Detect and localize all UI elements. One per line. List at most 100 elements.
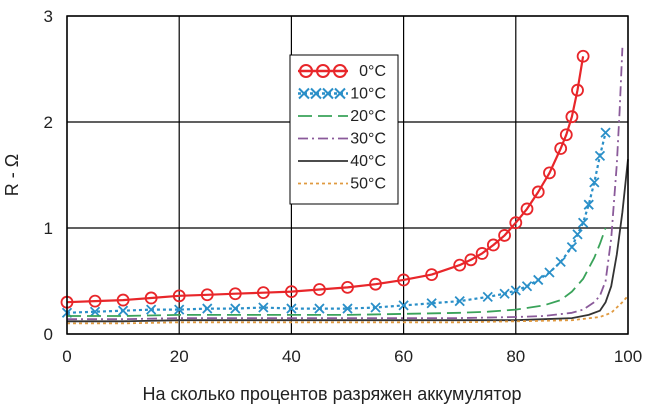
legend-marker [333, 64, 347, 78]
data-point [314, 303, 325, 314]
data-point [453, 258, 467, 272]
legend-marker [334, 87, 346, 100]
data-point [230, 303, 241, 314]
data-point [486, 238, 500, 252]
data-point [498, 229, 511, 242]
data-point [583, 199, 594, 210]
data-point [174, 304, 185, 315]
series-line [67, 47, 624, 321]
legend-item: 50°C [298, 176, 386, 193]
data-point [144, 291, 158, 305]
x-axis-label: На сколько процентов разряжен аккумулято… [143, 384, 522, 404]
data-point [200, 288, 214, 302]
series-line [66, 56, 585, 304]
data-point [286, 303, 297, 314]
data-point [89, 306, 101, 317]
x-tick-label: 0 [62, 347, 71, 366]
data-point [370, 302, 381, 313]
data-point [554, 142, 568, 155]
data-point [117, 305, 129, 316]
x-tick-label: 80 [506, 347, 525, 366]
data-point [576, 49, 590, 63]
data-point [521, 281, 533, 292]
data-point [116, 293, 130, 307]
legend-marker [316, 64, 330, 78]
legend-marker [299, 64, 313, 78]
legend-item: 30°C [298, 131, 386, 148]
data-point [464, 253, 478, 267]
series-20°C [67, 227, 607, 317]
legend-item: 0°C [298, 63, 386, 80]
legend-label: 50°C [350, 176, 386, 193]
data-point [342, 303, 353, 314]
data-point [475, 247, 489, 260]
data-point [202, 303, 213, 314]
legend-marker [310, 87, 322, 100]
series-10°C [61, 127, 611, 318]
data-point [313, 283, 326, 296]
data-point [543, 166, 556, 180]
data-point [482, 291, 493, 303]
data-point [531, 185, 545, 199]
y-axis-label: R - Ω [2, 154, 22, 196]
legend-label: 40°C [350, 153, 386, 170]
y-tick-label: 0 [44, 325, 53, 344]
legend-item: 40°C [298, 153, 386, 170]
data-point [398, 300, 409, 311]
data-point [256, 286, 270, 300]
data-point [172, 289, 186, 303]
data-point [555, 256, 566, 268]
data-point [589, 177, 600, 188]
data-point [572, 229, 583, 240]
data-point [454, 296, 465, 307]
data-point [594, 150, 606, 162]
x-tick-label: 40 [282, 347, 301, 366]
legend-item: 10°C [298, 86, 386, 103]
data-point [425, 268, 439, 282]
series-line [67, 159, 629, 323]
tick-labels: 0 20 40 60 80 100 0 1 2 3 [44, 7, 643, 366]
legend-label: 30°C [350, 131, 386, 148]
data-point [510, 285, 521, 296]
y-tick-label: 2 [44, 113, 53, 132]
data-point [228, 287, 242, 301]
data-point [509, 216, 523, 230]
plot-frame [66, 15, 629, 335]
x-tick-label: 20 [170, 347, 189, 366]
data-point [284, 285, 298, 299]
data-point [565, 110, 579, 124]
data-point [533, 274, 544, 286]
data-point [566, 241, 578, 253]
data-point [426, 298, 437, 309]
series-layer [60, 47, 629, 325]
x-tick-label: 100 [614, 347, 642, 366]
data-point [499, 288, 510, 299]
legend-label: 20°C [350, 108, 386, 125]
data-point [571, 83, 584, 97]
data-point [88, 294, 102, 308]
legend-label: 10°C [350, 86, 386, 103]
data-point [577, 217, 589, 228]
data-point [397, 273, 411, 287]
data-point [258, 302, 269, 313]
data-point [146, 304, 157, 315]
data-point [559, 128, 573, 142]
series-0°C [60, 49, 590, 309]
legend-marker [322, 87, 334, 100]
series-50°C [67, 295, 629, 325]
data-point [520, 202, 534, 216]
legend-box [289, 54, 399, 205]
series-40°C [67, 159, 629, 323]
data-point [341, 280, 354, 294]
y-tick-label: 1 [44, 219, 53, 238]
x-tick-label: 60 [394, 347, 413, 366]
series-line [66, 132, 607, 314]
legend-label: 0°C [359, 63, 386, 80]
series-line [67, 227, 607, 317]
y-tick-label: 3 [44, 7, 53, 26]
legend-marker [298, 87, 310, 100]
series-line [67, 295, 629, 325]
series-30°C [67, 47, 624, 321]
data-point [600, 127, 611, 138]
